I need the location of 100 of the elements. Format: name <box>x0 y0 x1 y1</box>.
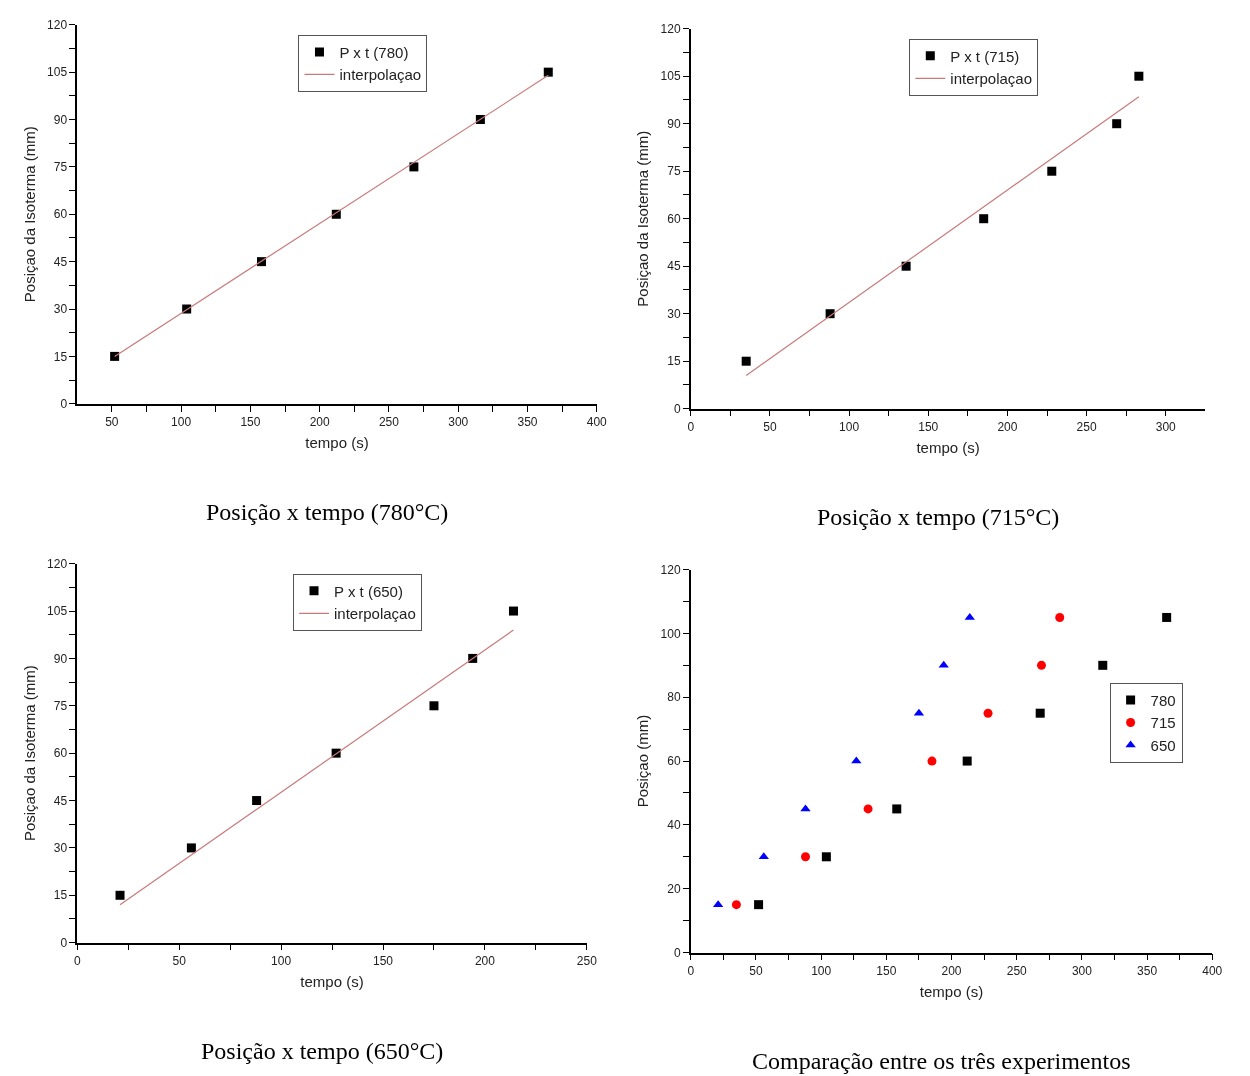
y-tick-label: 90 <box>667 116 681 131</box>
legend-label: 715 <box>1150 714 1176 732</box>
point <box>979 214 989 224</box>
legend-label: P x t (780) <box>339 43 409 61</box>
point <box>927 756 937 766</box>
y-axis-title: Posiçao da Isoterma (mm) <box>20 665 38 842</box>
point <box>964 612 975 620</box>
y-tick-label: 75 <box>53 160 68 175</box>
x-tick-label: 100 <box>839 419 860 434</box>
point <box>115 890 125 900</box>
text: Comparação entre os três experimentos <box>752 1048 1131 1074</box>
x-tick-label: 0 <box>687 419 695 434</box>
x-tick-label: 300 <box>448 414 469 429</box>
point <box>252 796 262 806</box>
y-tick-label: 0 <box>673 401 681 416</box>
x-tick-label: 100 <box>811 963 832 978</box>
y-tick-label: 75 <box>53 698 68 713</box>
y-tick-label: 60 <box>667 754 681 769</box>
x-tick-label: 350 <box>517 414 538 429</box>
x-tick-label: 400 <box>586 414 608 429</box>
x-axis-title: tempo (s) <box>305 434 369 452</box>
x-tick-label: 50 <box>749 963 763 978</box>
y-tick-label: 120 <box>47 556 68 571</box>
y-tick-label: 105 <box>47 604 68 619</box>
point <box>429 701 439 711</box>
y-tick-label: 15 <box>667 354 681 369</box>
y-tick-label: 20 <box>667 881 681 896</box>
point <box>962 756 972 766</box>
point <box>1035 708 1045 718</box>
y-tick-label: 120 <box>660 21 681 36</box>
y-tick-label: 60 <box>53 746 68 761</box>
y-tick-label: 15 <box>53 888 68 903</box>
y-tick-label: 105 <box>47 65 68 80</box>
x-axis-title: tempo (s) <box>300 973 364 991</box>
y-tick-label: 30 <box>53 302 68 317</box>
legend-label: interpolaçao <box>339 66 422 84</box>
y-tick-label: 75 <box>667 164 681 179</box>
point <box>983 708 993 718</box>
x-tick-label: 50 <box>172 953 187 968</box>
y-tick-label: 45 <box>667 259 681 274</box>
y-tick-label: 120 <box>660 562 681 577</box>
x-tick-label: 250 <box>378 414 400 429</box>
point <box>901 261 911 271</box>
x-tick-label: 50 <box>763 419 777 434</box>
point <box>863 804 873 814</box>
point <box>543 67 553 77</box>
legend-label: interpolaçao <box>950 70 1033 88</box>
point <box>1055 612 1065 622</box>
text: Posição x tempo (780°C) <box>206 499 449 525</box>
y-axis-title: Posiçao da Isoterma (mm) <box>20 126 38 303</box>
x-tick-label: 150 <box>918 419 939 434</box>
point <box>1047 166 1057 176</box>
point <box>1112 119 1122 129</box>
point <box>1037 660 1046 670</box>
x-tick-label: 150 <box>876 963 897 978</box>
point <box>731 900 741 910</box>
x-axis-title: tempo (s) <box>919 983 984 1001</box>
y-tick-label: 90 <box>53 651 68 666</box>
x-tick-label: 50 <box>105 414 119 429</box>
x-tick-label: 250 <box>576 953 598 968</box>
x-tick-label: 0 <box>687 963 695 978</box>
point <box>801 852 810 862</box>
text: Posição x tempo (715°C) <box>817 504 1060 530</box>
point <box>1162 612 1172 622</box>
legend-label: interpolaçao <box>334 605 416 623</box>
y-tick-label: 120 <box>47 17 68 32</box>
y-tick-label: 40 <box>667 818 681 833</box>
y-tick-label: 45 <box>53 254 68 269</box>
legend-label: P x t (650) <box>334 582 403 600</box>
y-tick-label: 0 <box>60 396 68 411</box>
y-tick-label: 15 <box>53 349 68 364</box>
y-tick-label: 60 <box>667 211 681 226</box>
point <box>741 356 751 366</box>
x-tick-label: 150 <box>240 414 261 429</box>
point <box>758 852 769 860</box>
y-tick-label: 30 <box>53 841 68 856</box>
point <box>508 606 518 616</box>
y-tick-label: 105 <box>660 69 681 84</box>
x-tick-label: 200 <box>941 963 962 978</box>
point <box>938 660 949 668</box>
point <box>186 843 196 853</box>
point <box>821 852 831 862</box>
y-tick-label: 80 <box>667 690 681 705</box>
point <box>754 900 764 910</box>
legend-label: 650 <box>1150 736 1176 754</box>
point <box>409 162 419 172</box>
point <box>800 804 811 812</box>
y-tick-label: 60 <box>53 207 68 222</box>
legend-label: 780 <box>1150 691 1176 709</box>
text: Posição x tempo (650°C) <box>201 1038 444 1064</box>
x-tick-label: 100 <box>271 953 292 968</box>
x-tick-label: 200 <box>309 414 330 429</box>
x-tick-label: 0 <box>73 953 81 968</box>
point <box>892 804 902 814</box>
x-tick-label: 100 <box>171 414 192 429</box>
y-tick-label: 0 <box>60 935 68 950</box>
x-axis-title: tempo (s) <box>916 439 980 457</box>
x-tick-label: 150 <box>372 953 394 968</box>
y-tick-label: 45 <box>53 793 68 808</box>
y-tick-label: 30 <box>667 306 681 321</box>
